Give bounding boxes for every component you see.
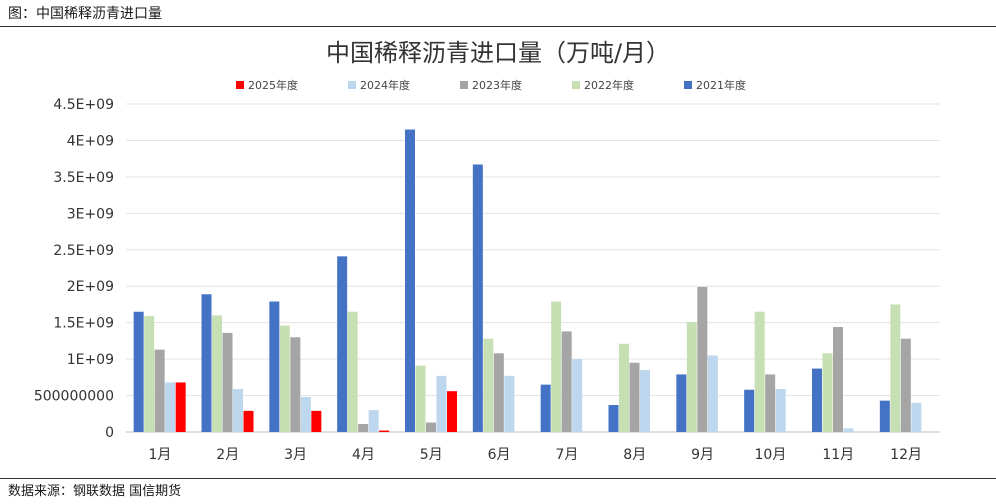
legend-swatch bbox=[348, 81, 356, 89]
legend-label: 2022年度 bbox=[584, 78, 634, 92]
bar bbox=[269, 301, 280, 432]
bar bbox=[358, 423, 369, 432]
bar bbox=[379, 430, 390, 432]
y-tick-label: 3E+09 bbox=[67, 206, 114, 222]
y-tick-label: 4.5E+09 bbox=[53, 97, 114, 113]
bar bbox=[561, 331, 572, 432]
bar bbox=[175, 382, 186, 432]
x-tick-label: 11月 bbox=[822, 447, 854, 463]
bar bbox=[843, 428, 854, 432]
bar bbox=[608, 405, 619, 432]
legend-swatch bbox=[572, 81, 580, 89]
x-axis-ticks: 1月 2月 3月 4月 5月 6月 7月 8月 9月 10月 11月 12月 bbox=[148, 447, 922, 463]
legend-swatch bbox=[460, 81, 468, 89]
y-tick-label: 4E+09 bbox=[67, 133, 114, 149]
bar bbox=[890, 304, 901, 432]
bar bbox=[493, 353, 504, 432]
bar bbox=[290, 337, 301, 432]
legend-label: 2023年度 bbox=[472, 78, 522, 92]
y-tick-label: 2E+09 bbox=[67, 279, 114, 295]
bar bbox=[426, 422, 436, 432]
footer-rule bbox=[0, 478, 996, 479]
bar bbox=[212, 315, 222, 432]
y-tick-label: 0 bbox=[105, 425, 114, 441]
bar bbox=[629, 362, 640, 432]
bar bbox=[833, 327, 843, 432]
x-tick-label: 1月 bbox=[148, 447, 171, 463]
bar bbox=[765, 374, 776, 432]
bar bbox=[640, 370, 650, 432]
x-tick-label: 5月 bbox=[420, 447, 443, 463]
bar bbox=[337, 256, 348, 432]
gridlines bbox=[126, 103, 940, 433]
bar bbox=[154, 349, 165, 432]
bar bbox=[822, 353, 833, 432]
bar bbox=[472, 164, 483, 432]
x-tick-label: 4月 bbox=[352, 447, 375, 463]
bar bbox=[300, 397, 311, 432]
bar bbox=[347, 311, 358, 432]
bar bbox=[879, 400, 890, 432]
bars bbox=[133, 129, 922, 432]
bar bbox=[368, 410, 379, 432]
legend-label: 2021年度 bbox=[696, 78, 746, 92]
bar bbox=[697, 286, 708, 432]
chart-title: 中国稀释沥青进口量（万吨/月） bbox=[326, 39, 670, 67]
bar bbox=[504, 375, 515, 432]
bar-chart: 中国稀释沥青进口量（万吨/月） 0 500000000 1E+09 1.5E+09 2E… bbox=[34, 39, 940, 463]
bar bbox=[812, 368, 822, 432]
bar bbox=[676, 374, 687, 432]
bar bbox=[707, 355, 718, 432]
bar bbox=[222, 332, 233, 432]
y-tick-label: 1E+09 bbox=[67, 352, 114, 368]
y-tick-label: 3.5E+09 bbox=[53, 170, 114, 186]
x-tick-label: 9月 bbox=[691, 447, 714, 463]
x-tick-label: 10月 bbox=[755, 447, 787, 463]
bar bbox=[436, 375, 447, 432]
x-tick-label: 2月 bbox=[216, 447, 239, 463]
x-tick-label: 8月 bbox=[623, 447, 646, 463]
bar bbox=[911, 402, 922, 432]
bar bbox=[144, 316, 155, 432]
bar bbox=[775, 388, 786, 432]
x-tick-label: 7月 bbox=[555, 447, 578, 463]
x-tick-label: 3月 bbox=[284, 447, 307, 463]
bar bbox=[900, 338, 911, 432]
x-tick-label: 12月 bbox=[890, 447, 922, 463]
bar bbox=[133, 311, 144, 432]
bar bbox=[415, 365, 426, 432]
y-tick-label: 1.5E+09 bbox=[53, 316, 114, 332]
legend-label: 2025年度 bbox=[248, 78, 298, 92]
bar bbox=[405, 129, 415, 432]
bar bbox=[201, 294, 212, 432]
bar bbox=[279, 325, 290, 432]
bar bbox=[540, 384, 551, 432]
bar bbox=[311, 410, 322, 432]
header-rule bbox=[0, 26, 996, 27]
x-tick-label: 6月 bbox=[488, 447, 511, 463]
legend-swatch bbox=[684, 81, 692, 89]
bar bbox=[483, 338, 494, 432]
y-tick-label: 2.5E+09 bbox=[53, 243, 114, 259]
legend: 2025年度 2024年度 2023年度 2022年度 2021年度 bbox=[236, 78, 746, 92]
legend-swatch bbox=[236, 81, 244, 89]
bar bbox=[744, 389, 755, 432]
figure-caption: 图：中国稀释沥青进口量 bbox=[8, 6, 162, 22]
bar bbox=[551, 301, 562, 432]
legend-label: 2024年度 bbox=[360, 78, 410, 92]
bar bbox=[572, 359, 583, 432]
bar bbox=[619, 343, 629, 432]
bar bbox=[754, 311, 765, 432]
bar bbox=[243, 410, 254, 432]
bar bbox=[165, 382, 176, 432]
figure-source: 数据来源：钢联数据 国信期货 bbox=[8, 484, 182, 499]
bar bbox=[686, 321, 697, 432]
y-axis-ticks: 0 500000000 1E+09 1.5E+09 2E+09 2.5E+09 3E+09 3… bbox=[34, 97, 114, 441]
y-tick-label: 500000000 bbox=[34, 389, 114, 405]
bar bbox=[233, 388, 243, 432]
bar bbox=[447, 391, 457, 432]
